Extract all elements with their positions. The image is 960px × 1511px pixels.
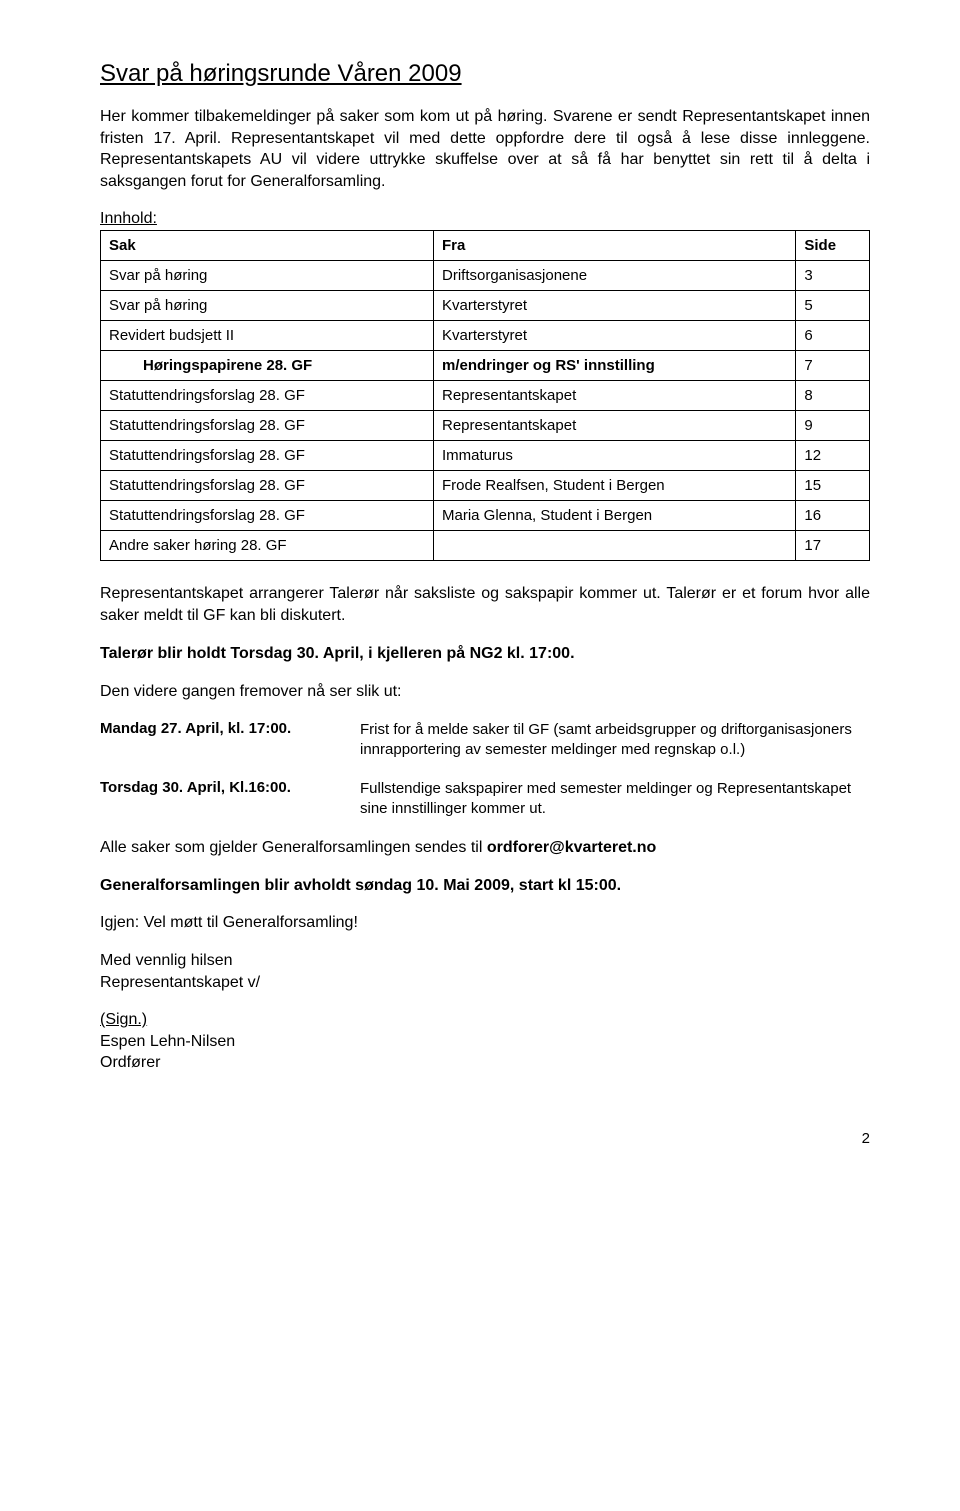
schedule-row: Torsdag 30. April, Kl.16:00.Fullstendige…: [100, 779, 870, 820]
closing-signature: (Sign.) Espen Lehn-Nilsen Ordfører: [100, 1009, 870, 1074]
cell-fra: Representantskapet: [434, 381, 796, 411]
table-body: Svar på høringDriftsorganisasjonene3Svar…: [101, 261, 870, 561]
cell-sak: Andre saker høring 28. GF: [101, 531, 434, 561]
cell-side: 5: [796, 291, 870, 321]
closing-regards-2: Representantskapet v/: [100, 974, 260, 991]
cell-side: 16: [796, 501, 870, 531]
sign-name: Espen Lehn-Nilsen: [100, 1033, 235, 1050]
schedule-row: Mandag 27. April, kl. 17:00.Frist for å …: [100, 720, 870, 761]
cell-side: 17: [796, 531, 870, 561]
cell-fra: m/endringer og RS' innstilling: [434, 351, 796, 381]
cell-sak: Svar på høring: [101, 261, 434, 291]
cell-sak: Statuttendringsforslag 28. GF: [101, 381, 434, 411]
content-table: Sak Fra Side Svar på høringDriftsorganis…: [100, 230, 870, 561]
cell-sak: Statuttendringsforslag 28. GF: [101, 471, 434, 501]
sign-label: (Sign.): [100, 1011, 147, 1028]
cell-side: 8: [796, 381, 870, 411]
closing-block: Alle saker som gjelder Generalforsamling…: [100, 837, 870, 1074]
closing-greeting: Igjen: Vel møtt til Generalforsamling!: [100, 912, 870, 934]
cell-fra: Representantskapet: [434, 411, 796, 441]
document-page: Svar på høringsrunde Våren 2009 Her komm…: [0, 0, 960, 1130]
table-row: Statuttendringsforslag 28. GFRepresentan…: [101, 411, 870, 441]
cell-sak: Svar på høring: [101, 291, 434, 321]
cell-side: 3: [796, 261, 870, 291]
col-side: Side: [796, 231, 870, 261]
cell-side: 9: [796, 411, 870, 441]
schedule-desc: Fullstendige sakspapirer med semester me…: [360, 779, 870, 820]
cell-fra: [434, 531, 796, 561]
cell-fra: Driftsorganisasjonene: [434, 261, 796, 291]
closing-regards-1: Med vennlig hilsen: [100, 952, 233, 969]
table-row: Statuttendringsforslag 28. GFMaria Glenn…: [101, 501, 870, 531]
table-row: Statuttendringsforslag 28. GFFrode Realf…: [101, 471, 870, 501]
col-sak: Sak: [101, 231, 434, 261]
cell-sak: Revidert budsjett II: [101, 321, 434, 351]
cell-fra: Kvarterstyret: [434, 291, 796, 321]
table-header-row: Sak Fra Side: [101, 231, 870, 261]
closing-line-send: Alle saker som gjelder Generalforsamling…: [100, 837, 870, 859]
schedule-block: Mandag 27. April, kl. 17:00.Frist for å …: [100, 720, 870, 819]
cell-side: 7: [796, 351, 870, 381]
cell-fra: Frode Realfsen, Student i Bergen: [434, 471, 796, 501]
closing-regards: Med vennlig hilsen Representantskapet v/: [100, 950, 870, 993]
table-row: Svar på høringKvarterstyret5: [101, 291, 870, 321]
cell-side: 15: [796, 471, 870, 501]
table-row: Revidert budsjett IIKvarterstyret6: [101, 321, 870, 351]
closing-text: Alle saker som gjelder Generalforsamling…: [100, 839, 487, 856]
schedule-date: Mandag 27. April, kl. 17:00.: [100, 720, 360, 761]
cell-side: 6: [796, 321, 870, 351]
table-row: Statuttendringsforslag 28. GFRepresentan…: [101, 381, 870, 411]
table-row: Svar på høringDriftsorganisasjonene3: [101, 261, 870, 291]
innhold-label: Innhold:: [100, 210, 870, 228]
arrange-paragraph: Representantskapet arrangerer Talerør nå…: [100, 583, 870, 626]
sign-role: Ordfører: [100, 1054, 160, 1071]
page-title: Svar på høringsrunde Våren 2009: [100, 60, 870, 88]
taleror-heading: Talerør blir holdt Torsdag 30. April, i …: [100, 645, 870, 663]
table-row: Statuttendringsforslag 28. GFImmaturus12: [101, 441, 870, 471]
cell-fra: Kvarterstyret: [434, 321, 796, 351]
cell-sak: Statuttendringsforslag 28. GF: [101, 411, 434, 441]
cell-sak: Høringspapirene 28. GF: [101, 351, 434, 381]
schedule-date: Torsdag 30. April, Kl.16:00.: [100, 779, 360, 820]
table-row: Andre saker høring 28. GF 17: [101, 531, 870, 561]
closing-gf-date: Generalforsamlingen blir avholdt søndag …: [100, 875, 870, 897]
col-fra: Fra: [434, 231, 796, 261]
page-number: 2: [0, 1130, 960, 1177]
schedule-desc: Frist for å melde saker til GF (samt arb…: [360, 720, 870, 761]
videre-paragraph: Den videre gangen fremover nå ser slik u…: [100, 681, 870, 703]
closing-email: ordforer@kvarteret.no: [487, 839, 656, 856]
table-row: Høringspapirene 28. GFm/endringer og RS'…: [101, 351, 870, 381]
cell-side: 12: [796, 441, 870, 471]
cell-sak: Statuttendringsforslag 28. GF: [101, 441, 434, 471]
intro-paragraph: Her kommer tilbakemeldinger på saker som…: [100, 106, 870, 192]
cell-fra: Immaturus: [434, 441, 796, 471]
cell-fra: Maria Glenna, Student i Bergen: [434, 501, 796, 531]
cell-sak: Statuttendringsforslag 28. GF: [101, 501, 434, 531]
